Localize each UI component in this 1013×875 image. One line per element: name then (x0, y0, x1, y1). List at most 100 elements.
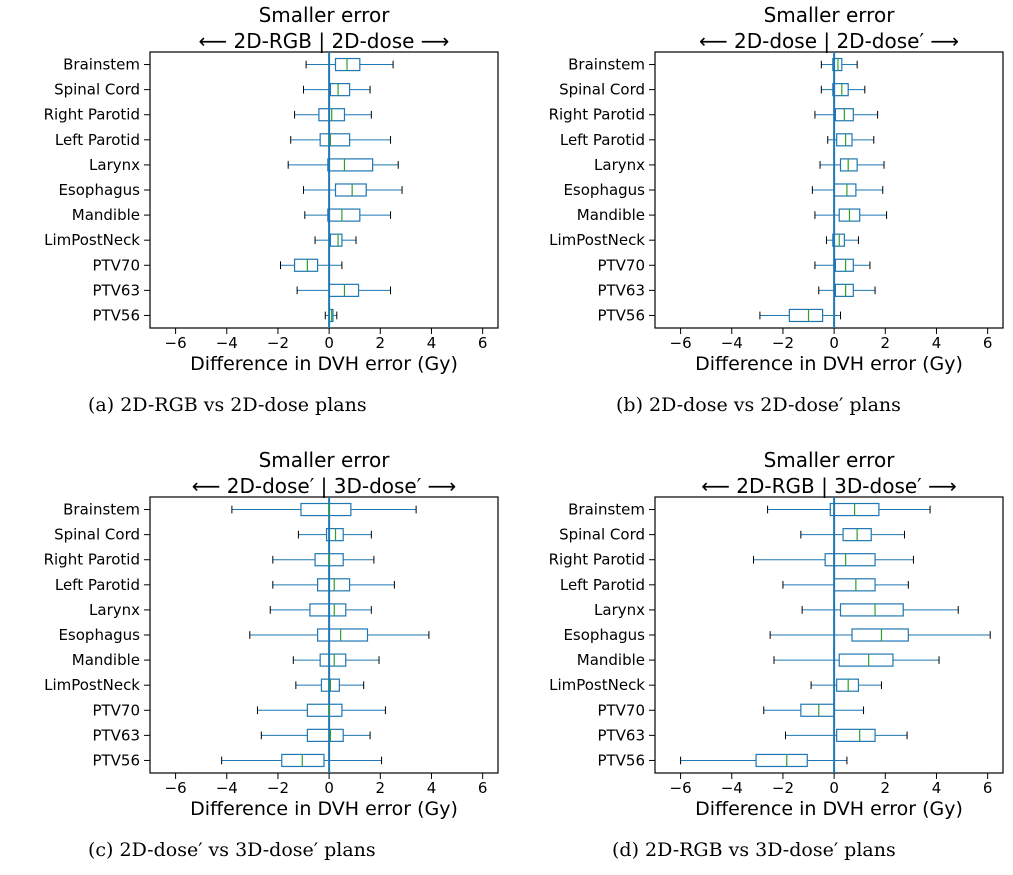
caption-b: (b) 2D-dose vs 2D-dose′ plans (616, 394, 901, 416)
box-iqr (328, 283, 360, 297)
y-tick-label: Right Parotid (44, 106, 140, 124)
x-tick-label: −4 (216, 779, 238, 797)
y-tick-label: Esophagus (563, 626, 645, 644)
box-iqr (300, 502, 352, 517)
chart-panel-d: Smaller error ⟵ 2D-RGB | 3D-dose′ ⟶ −6 −4 −2… (505, 445, 1005, 875)
y-tick-label: PTV63 (597, 281, 645, 299)
box-iqr (755, 753, 808, 768)
box-iqr (328, 308, 334, 323)
y-tick-label: LimPostNeck (549, 231, 645, 249)
x-tick-label: 4 (932, 779, 942, 797)
x-tick-label: −6 (670, 334, 692, 352)
box-iqr (836, 678, 860, 692)
boxplot-chart-b: Smaller error⟵ 2D-dose | 2D-dose′ ⟶ −6 −4 −… (549, 3, 1004, 375)
y-tick-label: LimPostNeck (549, 676, 645, 694)
x-tick-label: 6 (983, 779, 993, 797)
box-iqr (834, 258, 854, 272)
y-tick-label: Left Parotid (560, 131, 645, 149)
box-iqr (281, 753, 325, 768)
chart-title: Smaller error (259, 448, 391, 472)
x-tick-label: 4 (932, 334, 942, 352)
box-iqr (317, 578, 351, 592)
y-tick-label: Brainstem (63, 501, 140, 519)
x-tick-label: −4 (216, 334, 238, 352)
box-iqr (832, 83, 849, 97)
x-tick-label: −2 (772, 334, 794, 352)
x-axis-label: Difference in DVH error (Gy) (190, 353, 458, 375)
box-iqr (832, 57, 843, 72)
y-tick-label: PTV63 (92, 726, 140, 744)
caption-a: (a) 2D-RGB vs 2D-dose plans (88, 394, 367, 416)
x-tick-label: 4 (427, 779, 437, 797)
x-tick-label: −2 (267, 334, 289, 352)
x-tick-label: 0 (829, 334, 839, 352)
box-iqr (836, 728, 876, 742)
box-iqr (317, 628, 369, 642)
y-tick-label: Larynx (89, 156, 140, 174)
y-tick-label: PTV56 (92, 306, 140, 324)
box-iqr (319, 133, 351, 147)
box-iqr (788, 308, 824, 323)
box-iqr (851, 628, 909, 642)
caption-c: (c) 2D-dose′ vs 3D-dose′ plans (88, 839, 376, 861)
y-tick-label: Right Parotid (549, 106, 645, 124)
box-iqr (327, 208, 361, 222)
box-iqr (309, 603, 347, 617)
y-tick-label: LimPostNeck (44, 676, 140, 694)
x-tick-label: 2 (881, 334, 891, 352)
y-tick-label: Larynx (594, 156, 645, 174)
y-tick-label: Esophagus (563, 181, 645, 199)
x-axis-label: Difference in DVH error (Gy) (695, 798, 963, 820)
box-iqr (833, 578, 876, 592)
y-tick-label: Left Parotid (560, 576, 645, 594)
y-tick-label: Brainstem (63, 56, 140, 74)
y-tick-label: Spinal Cord (559, 81, 645, 99)
boxplot-chart-a: Smaller error⟵ 2D-RGB | 2D-dose ⟶ −6 −4 −2 0… (44, 3, 499, 375)
chart-subtitle: ⟵ 2D-dose′ | 3D-dose′ ⟶ (192, 474, 457, 498)
y-tick-label: PTV70 (597, 256, 645, 274)
box-iqr (329, 233, 343, 247)
x-tick-label: −6 (165, 334, 187, 352)
y-tick-label: Brainstem (568, 56, 645, 74)
boxplot-chart-c: Smaller error⟵ 2D-dose′ | 3D-dose′ ⟶ −6 −4… (44, 448, 499, 820)
box-iqr (838, 653, 894, 667)
box-iqr (329, 83, 351, 97)
y-tick-label: Spinal Cord (559, 526, 645, 544)
box-iqr (833, 183, 857, 197)
box-iqr (834, 283, 854, 297)
boxplot-chart-d: Smaller error⟵ 2D-RGB | 3D-dose′ ⟶ −6 −4 −2… (549, 448, 1004, 820)
x-tick-label: −2 (772, 779, 794, 797)
x-tick-label: −6 (165, 779, 187, 797)
y-tick-label: Larynx (594, 601, 645, 619)
caption-d: (d) 2D-RGB vs 3D-dose′ plans (612, 839, 896, 861)
y-tick-label: PTV70 (597, 701, 645, 719)
chart-title: Smaller error (764, 448, 896, 472)
y-tick-label: Right Parotid (44, 551, 140, 569)
y-tick-label: PTV63 (597, 726, 645, 744)
chart-subtitle: ⟵ 2D-RGB | 2D-dose ⟶ (199, 29, 450, 53)
box-iqr (836, 133, 853, 147)
x-axis-label: Difference in DVH error (Gy) (695, 353, 963, 375)
y-tick-label: PTV56 (92, 751, 140, 769)
box-iqr (839, 158, 858, 172)
y-tick-label: Left Parotid (55, 131, 140, 149)
y-tick-label: PTV70 (92, 701, 140, 719)
box-iqr (839, 603, 904, 617)
y-tick-label: Esophagus (58, 626, 140, 644)
box-iqr (319, 653, 347, 667)
x-tick-label: −6 (670, 779, 692, 797)
x-tick-label: −2 (267, 779, 289, 797)
y-tick-label: Spinal Cord (54, 81, 140, 99)
box-iqr (334, 57, 361, 72)
box-iqr (800, 703, 835, 717)
x-axis-label: Difference in DVH error (Gy) (190, 798, 458, 820)
box-iqr (293, 258, 319, 272)
chart-title: Smaller error (259, 3, 391, 27)
y-tick-label: PTV56 (597, 751, 645, 769)
y-tick-label: Spinal Cord (54, 526, 140, 544)
x-tick-label: 0 (324, 334, 334, 352)
box-iqr (327, 158, 374, 172)
chart-panel-b: Smaller error ⟵ 2D-dose | 2D-dose′ ⟶ −6 −4 −… (505, 0, 1005, 430)
y-tick-label: PTV56 (597, 306, 645, 324)
y-tick-label: Right Parotid (549, 551, 645, 569)
